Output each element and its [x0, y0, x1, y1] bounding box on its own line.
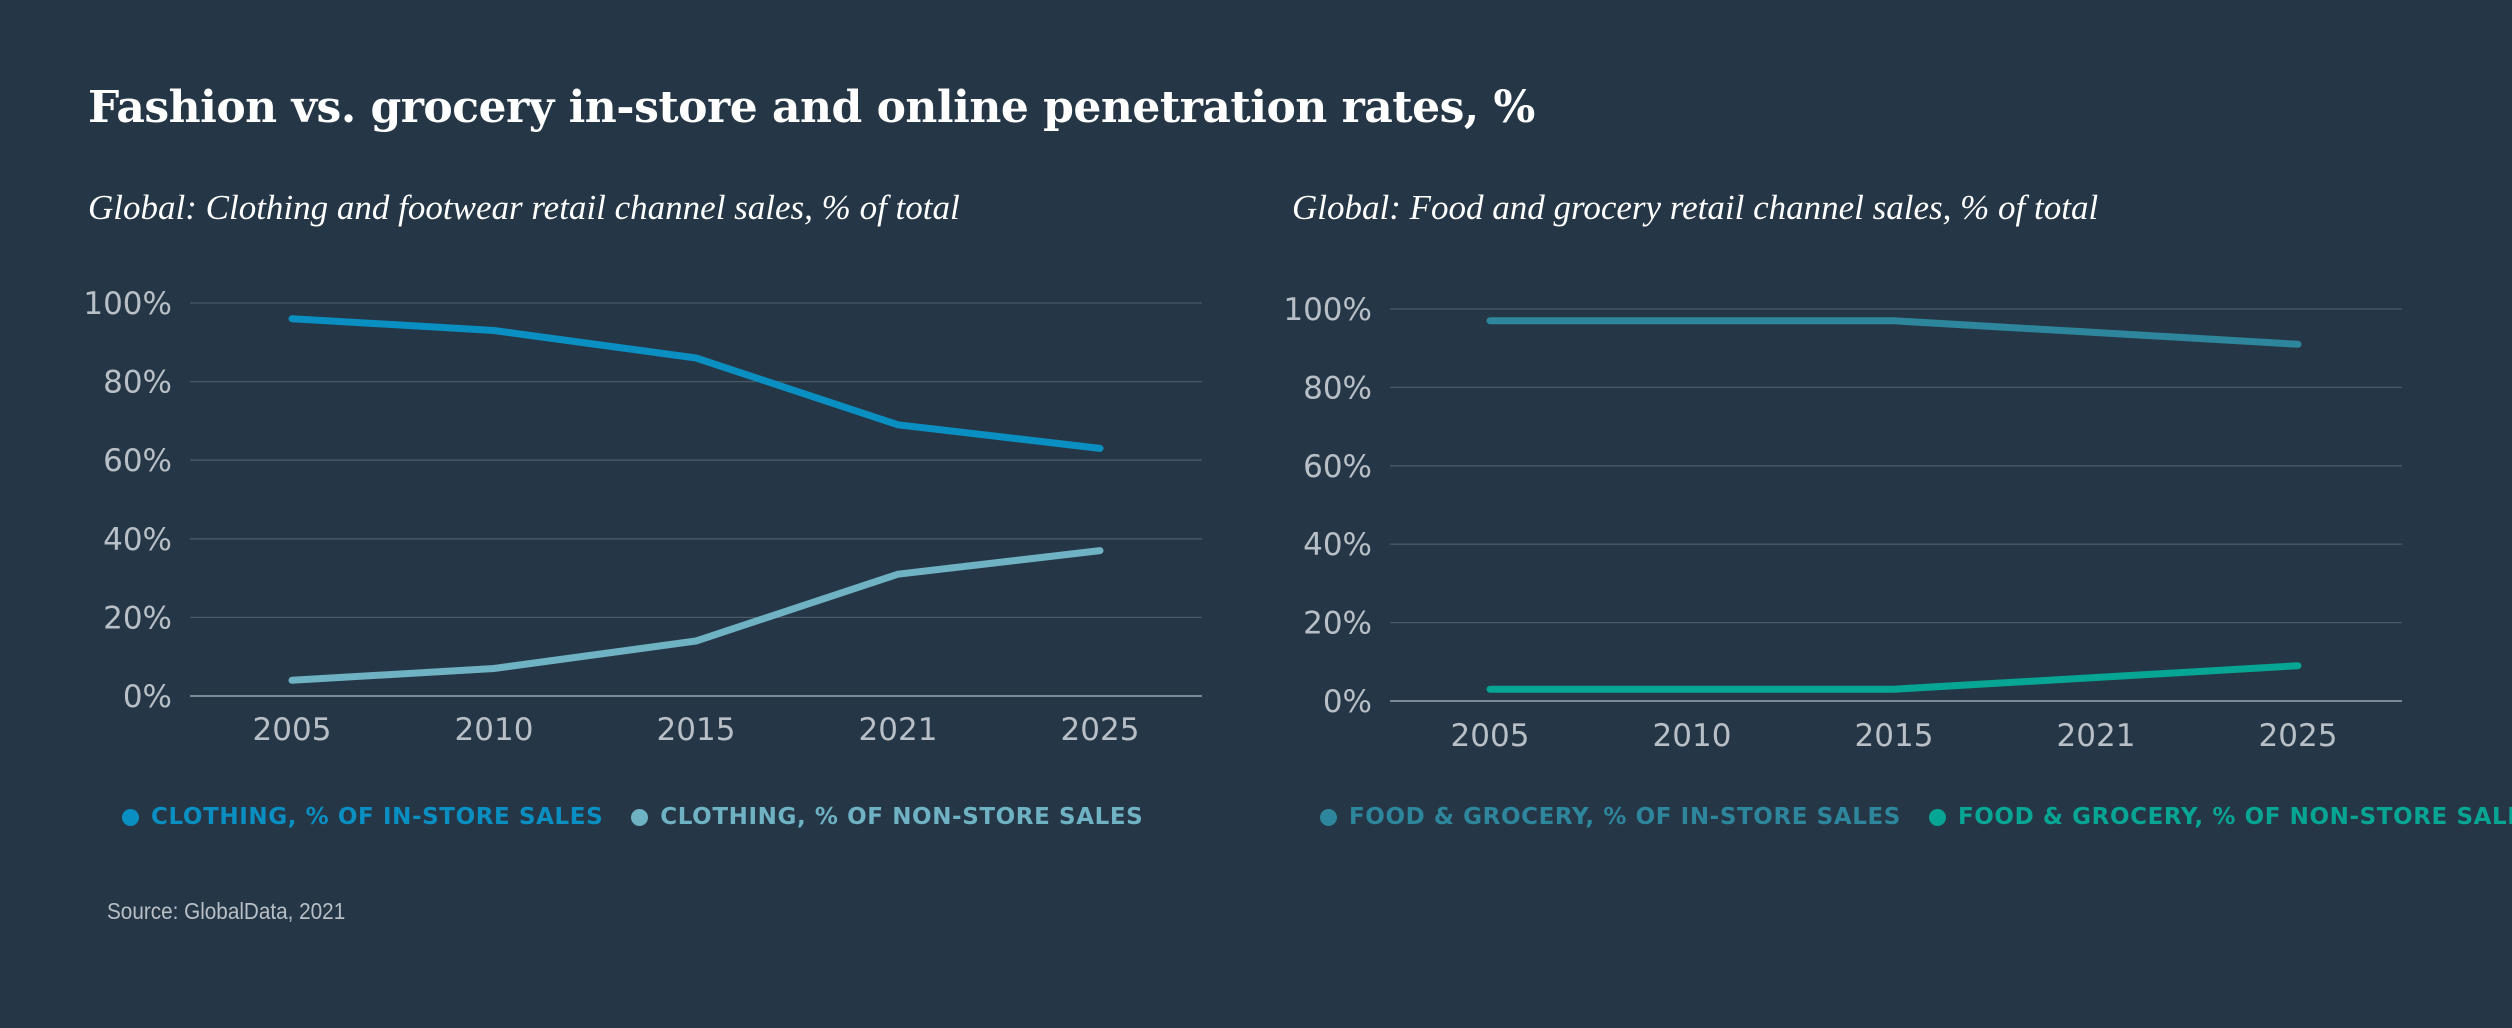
y-tick-label: 100% [83, 286, 172, 322]
series-line-2 [288, 547, 1104, 684]
y-tick-label: 20% [103, 600, 172, 636]
legend-marker-icon [1928, 808, 1946, 826]
y-tick-label: 80% [103, 365, 172, 401]
y-tick-label: 60% [1303, 449, 1372, 485]
x-tick-label: 2021 [859, 712, 938, 748]
y-tick-label: 40% [103, 522, 172, 558]
legend-label: FOOD & GROCERY, % OF NON-STORE SALES [1957, 804, 2512, 830]
series-line-1 [1486, 317, 2302, 348]
clothing-chart-subtitle: Global: Clothing and footwear retail cha… [88, 188, 960, 227]
grocery-legend: FOOD & GROCERY, % OF IN-STORE SALES FOOD… [1320, 804, 2512, 830]
legend-marker-icon [1320, 808, 1337, 826]
page-title: Fashion vs. grocery in-store and online … [88, 82, 1535, 133]
legend-item-clothing-in-store: CLOTHING, % OF IN-STORE SALES [122, 804, 603, 830]
x-tick-label: 2025 [2259, 718, 2338, 754]
series-line-2 [1486, 662, 2302, 693]
clothing-legend: CLOTHING, % OF IN-STORE SALES CLOTHING, … [122, 804, 1143, 830]
y-tick-label: 80% [1303, 370, 1372, 406]
y-tick-label: 100% [1283, 292, 1372, 328]
y-tick-label: 60% [103, 443, 172, 479]
x-tick-label: 2005 [1451, 718, 1530, 754]
legend-label: CLOTHING, % OF NON-STORE SALES [660, 804, 1144, 830]
legend-label: FOOD & GROCERY, % OF IN-STORE SALES [1349, 804, 1901, 830]
legend-marker-icon [122, 808, 139, 826]
x-tick-label: 2015 [1855, 718, 1934, 754]
legend-item-grocery-in-store: FOOD & GROCERY, % OF IN-STORE SALES [1320, 804, 1901, 830]
series-line-1 [288, 315, 1104, 452]
x-tick-label: 2015 [657, 712, 736, 748]
legend-item-clothing-non-store: CLOTHING, % OF NON-STORE SALES [631, 804, 1143, 830]
x-tick-label: 2025 [1061, 712, 1140, 748]
legend-marker-icon [631, 808, 649, 826]
source-note: Source: GlobalData, 2021 [107, 898, 346, 924]
x-tick-label: 2005 [253, 712, 332, 748]
legend-item-grocery-non-store: FOOD & GROCERY, % OF NON-STORE SALES [1928, 804, 2512, 830]
legend-label: CLOTHING, % OF IN-STORE SALES [151, 804, 604, 830]
y-tick-label: 0% [1323, 684, 1372, 720]
y-tick-label: 0% [123, 679, 172, 715]
grocery-chart-subtitle: Global: Food and grocery retail channel … [1292, 188, 2099, 227]
y-tick-label: 40% [1303, 527, 1372, 563]
x-tick-label: 2010 [1653, 718, 1732, 754]
x-tick-label: 2021 [2057, 718, 2136, 754]
y-tick-label: 20% [1303, 606, 1372, 642]
x-tick-label: 2010 [455, 712, 534, 748]
